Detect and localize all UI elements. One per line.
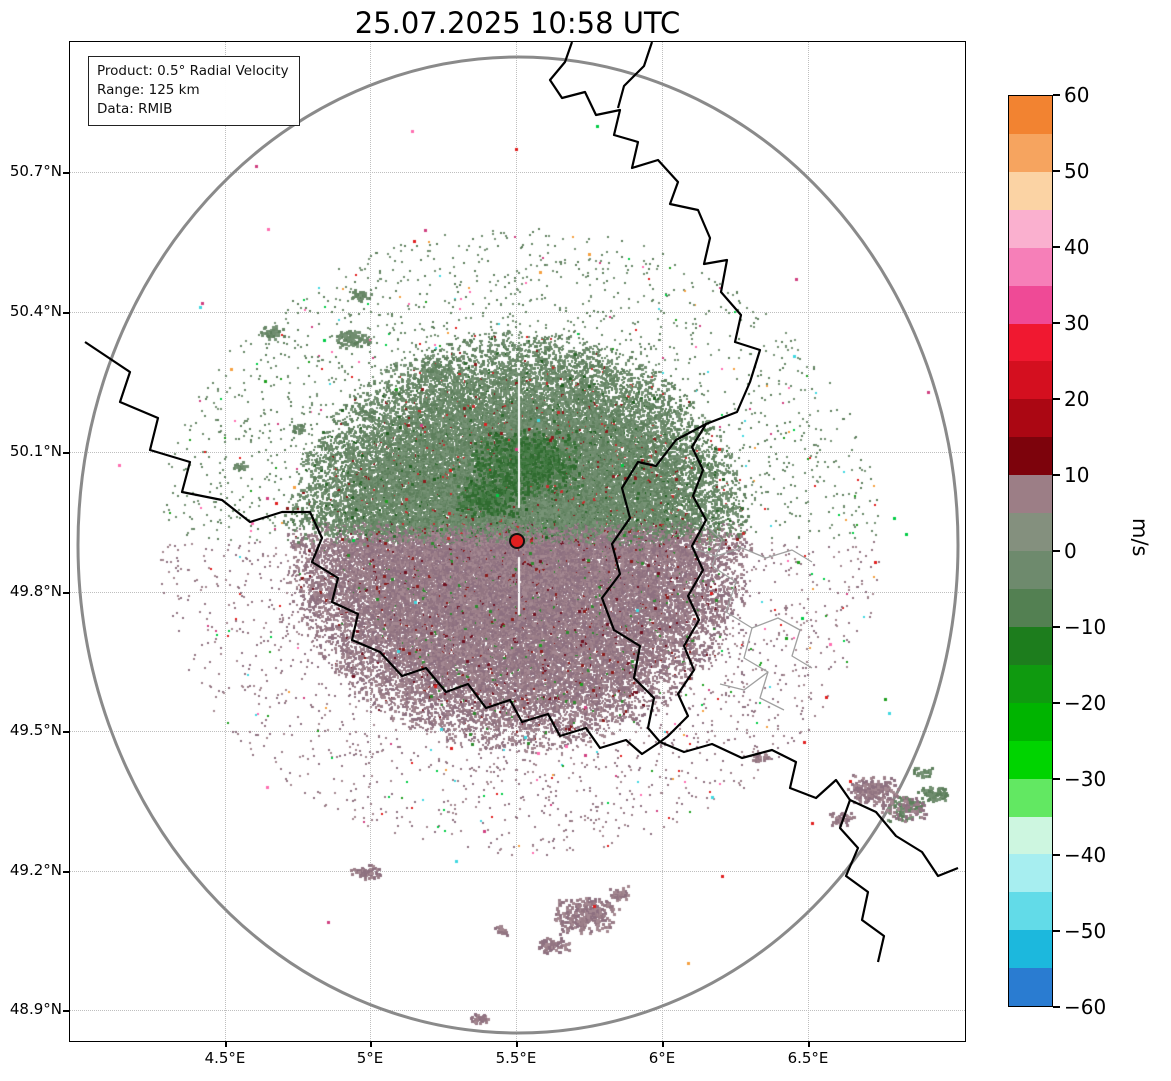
y-tick-mark xyxy=(63,172,69,174)
colorbar-segment xyxy=(1009,778,1052,817)
colorbar-tick-label: −30 xyxy=(1064,767,1107,791)
country-borders xyxy=(84,42,959,963)
y-tick-label: 48.9°N xyxy=(9,1000,62,1018)
x-tick-mark xyxy=(662,1041,664,1047)
colorbar-tick-mark xyxy=(1053,930,1060,932)
colorbar-segment xyxy=(1009,740,1052,779)
colorbar-tick-label: −40 xyxy=(1064,843,1107,867)
colorbar-tick-label: 50 xyxy=(1064,159,1090,183)
x-tick-label: 4.5°E xyxy=(204,1049,246,1067)
y-tick-mark xyxy=(63,452,69,454)
colorbar-segment xyxy=(1009,437,1052,476)
colorbar-tick-mark xyxy=(1053,322,1060,324)
colorbar-tick-label: 10 xyxy=(1064,463,1090,487)
y-tick-mark xyxy=(63,731,69,733)
radar-site-marker xyxy=(509,533,525,549)
colorbar-segment xyxy=(1009,930,1052,969)
colorbar-tick-mark xyxy=(1053,778,1060,780)
colorbar-segment xyxy=(1009,361,1052,400)
colorbar-segment xyxy=(1009,171,1052,210)
y-tick-label: 50.1°N xyxy=(9,442,62,460)
x-tick-label: 6°E xyxy=(648,1049,676,1067)
info-range: Range: 125 km xyxy=(97,82,200,99)
plot-title: 25.07.2025 10:58 UTC xyxy=(354,6,681,40)
colorbar-tick-mark xyxy=(1053,474,1060,476)
colorbar-tick-mark xyxy=(1053,702,1060,704)
colorbar-tick-mark xyxy=(1053,246,1060,248)
colorbar-segment xyxy=(1009,551,1052,589)
y-tick-mark xyxy=(63,592,69,594)
colorbar-tick-label: −10 xyxy=(1064,615,1107,639)
colorbar-tick-mark xyxy=(1053,170,1060,172)
colorbar xyxy=(1008,95,1053,1007)
colorbar-tick-label: 20 xyxy=(1064,387,1090,411)
colorbar-tick-label: 40 xyxy=(1064,235,1090,259)
colorbar-segment xyxy=(1009,247,1052,286)
colorbar-segment xyxy=(1009,816,1052,855)
colorbar-tick-mark xyxy=(1053,626,1060,628)
colorbar-segment xyxy=(1009,475,1052,514)
border-top-spur xyxy=(616,42,654,109)
map-plot-area: Product: 0.5° Radial Velocity Range: 125… xyxy=(70,42,965,1041)
colorbar-segment xyxy=(1009,588,1052,627)
border-south-east xyxy=(838,799,886,963)
y-tick-mark xyxy=(63,312,69,314)
x-tick-mark xyxy=(808,1041,810,1047)
y-tick-label: 50.7°N xyxy=(9,162,62,180)
info-data-source: Data: RMIB xyxy=(97,101,173,118)
colorbar-tick-label: −60 xyxy=(1064,995,1107,1019)
y-tick-mark xyxy=(63,871,69,873)
colorbar-segment xyxy=(1009,626,1052,665)
y-tick-label: 49.8°N xyxy=(9,582,62,600)
colorbar-segment xyxy=(1009,968,1052,1007)
colorbar-tick-label: 60 xyxy=(1064,83,1090,107)
x-tick-label: 6.5°E xyxy=(787,1049,829,1067)
colorbar-segment xyxy=(1009,702,1052,741)
y-tick-mark xyxy=(63,1010,69,1012)
district-borders xyxy=(691,519,813,711)
colorbar-unit-label: m/s xyxy=(1128,518,1152,557)
x-tick-label: 5°E xyxy=(356,1049,384,1067)
colorbar-tick-mark xyxy=(1053,398,1060,400)
border-north-east xyxy=(548,42,959,878)
colorbar-segment xyxy=(1009,513,1052,552)
x-tick-mark xyxy=(516,1041,518,1047)
colorbar-tick-mark xyxy=(1053,854,1060,856)
colorbar-segment xyxy=(1009,285,1052,324)
colorbar-tick-label: −50 xyxy=(1064,919,1107,943)
y-tick-label: 50.4°N xyxy=(9,302,62,320)
colorbar-tick-label: −20 xyxy=(1064,691,1107,715)
borders-layer xyxy=(84,42,959,963)
colorbar-segment xyxy=(1009,209,1052,248)
colorbar-segment xyxy=(1009,854,1052,893)
colorbar-tick-mark xyxy=(1053,94,1060,96)
y-tick-label: 49.5°N xyxy=(9,721,62,739)
colorbar-tick-label: 30 xyxy=(1064,311,1090,335)
y-tick-label: 49.2°N xyxy=(9,861,62,879)
info-product: Product: 0.5° Radial Velocity xyxy=(97,63,289,79)
colorbar-segment xyxy=(1009,399,1052,438)
product-info-box: Product: 0.5° Radial Velocity Range: 125… xyxy=(88,56,300,127)
border-france xyxy=(84,341,661,756)
colorbar-segment xyxy=(1009,133,1052,172)
x-tick-mark xyxy=(370,1041,372,1047)
colorbar-tick-mark xyxy=(1053,1006,1060,1008)
border-belgium-luxembourg xyxy=(600,423,707,743)
colorbar-tick-label: 0 xyxy=(1064,539,1077,563)
colorbar-tick-mark xyxy=(1053,550,1060,552)
x-tick-label: 5.5°E xyxy=(495,1049,537,1067)
x-tick-mark xyxy=(225,1041,227,1047)
colorbar-segment xyxy=(1009,96,1052,134)
colorbar-segment xyxy=(1009,892,1052,931)
colorbar-segment xyxy=(1009,323,1052,362)
colorbar-segment xyxy=(1009,664,1052,703)
